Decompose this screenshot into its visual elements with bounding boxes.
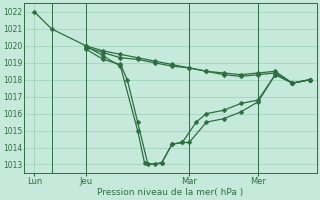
X-axis label: Pression niveau de la mer( hPa ): Pression niveau de la mer( hPa ) (97, 188, 244, 197)
